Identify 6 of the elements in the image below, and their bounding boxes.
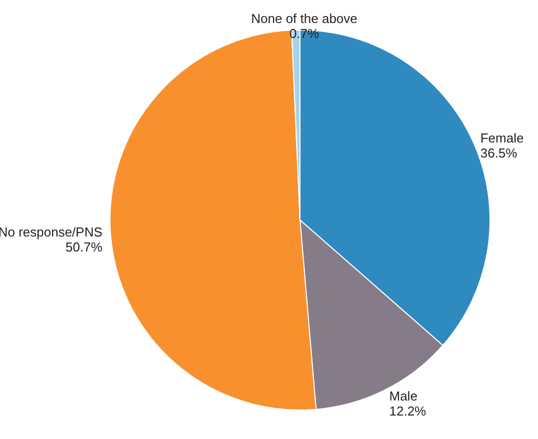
slice-label: Female <box>480 130 524 146</box>
data-label: 12.2% <box>389 404 427 419</box>
data-label: 36.5% <box>480 145 518 160</box>
slice-label: Male <box>389 388 418 404</box>
data-label: 50.7% <box>66 240 103 255</box>
slice-label: None of the above <box>251 11 358 26</box>
